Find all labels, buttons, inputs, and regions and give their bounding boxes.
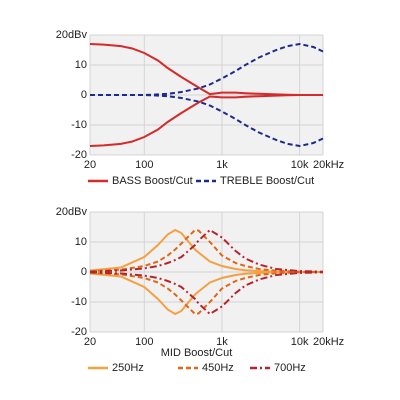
- curve: [89, 271, 323, 316]
- x-tick-label: 100: [135, 336, 153, 348]
- y-tick-label: -20: [71, 149, 87, 161]
- curve: [89, 228, 324, 273]
- x-tick-label: 20: [84, 159, 96, 171]
- x-axis-label: MID Boost/Cut: [161, 347, 233, 359]
- y-tick-label: -10: [71, 296, 87, 308]
- x-tick-label: 10k: [291, 336, 309, 348]
- curve: [89, 228, 324, 273]
- y-tick-label: 10: [75, 236, 87, 248]
- x-tick-label: 20kHz: [313, 159, 344, 171]
- curve: [89, 271, 324, 316]
- x-tick-label: 20: [84, 336, 96, 348]
- curve: [89, 94, 323, 147]
- legend-label: BASS Boost/Cut: [112, 175, 193, 187]
- curve: [89, 271, 324, 316]
- curve: [90, 94, 324, 148]
- y-tick-label: -10: [71, 119, 87, 131]
- legend-label: TREBLE Boost/Cut: [220, 175, 314, 187]
- y-tick-label: -20: [71, 326, 87, 338]
- y-tick-label: 10: [75, 59, 87, 71]
- x-tick-label: 100: [135, 159, 153, 171]
- y-tick-label: 20dBv: [56, 206, 88, 218]
- legend-label: 250Hz: [112, 362, 144, 374]
- x-tick-label: 10k: [291, 159, 309, 171]
- x-tick-label: 1k: [216, 159, 228, 171]
- y-tick-label: 20dBv: [56, 29, 88, 41]
- x-tick-label: 1k: [216, 336, 228, 348]
- x-tick-label: 20kHz: [313, 336, 344, 348]
- legend-label: 700Hz: [274, 362, 306, 374]
- curve: [89, 228, 323, 273]
- legend-label: 450Hz: [202, 362, 234, 374]
- y-tick-label: 0: [81, 89, 87, 101]
- y-tick-label: 0: [81, 266, 87, 278]
